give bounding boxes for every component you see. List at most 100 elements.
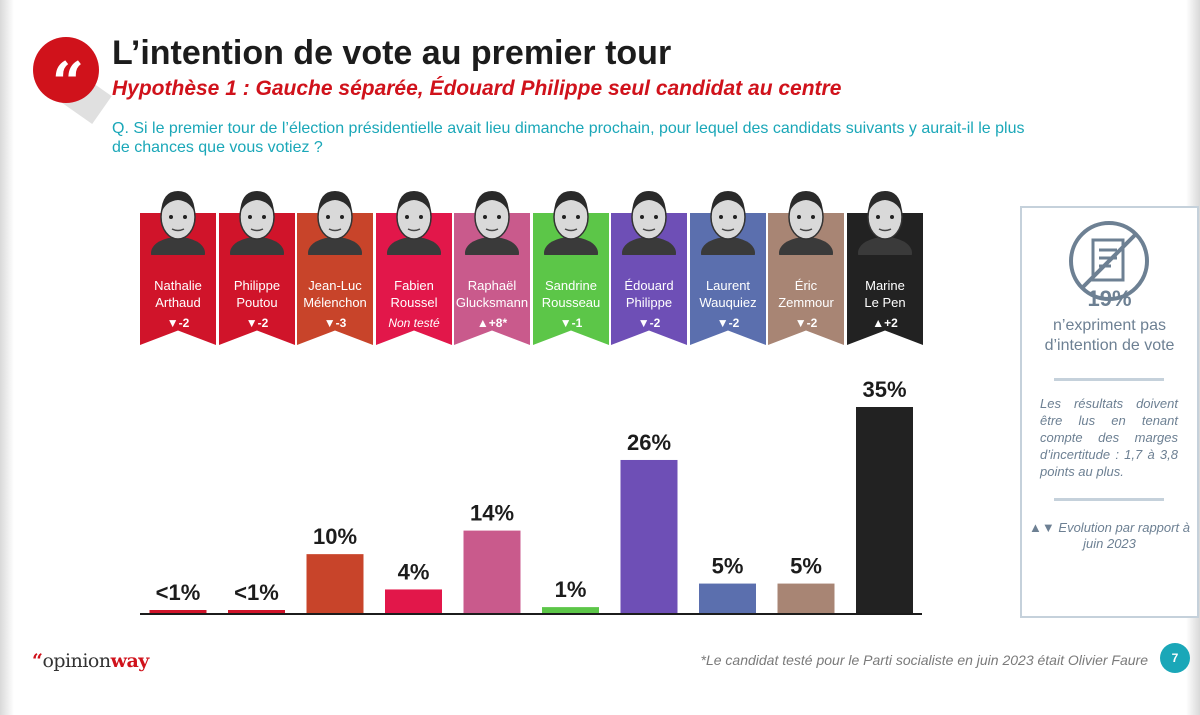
candidate-last-name: Arthaud xyxy=(155,295,201,310)
evolution-value: -2 xyxy=(649,316,661,330)
evolution-value: Non testé xyxy=(388,316,440,330)
bar-value-label: 5% xyxy=(790,554,822,579)
abstention-text: n’expriment pas d’intention de vote xyxy=(1044,317,1175,354)
arrow-down-icon: ▼ xyxy=(166,316,179,330)
evolution-value: +2 xyxy=(884,316,898,330)
evolution-arrows-icon: ▲▼ xyxy=(1029,520,1055,535)
candidate-card: Laurent Wauquiez ▼-2 xyxy=(690,183,766,345)
bar-value-label: 10% xyxy=(313,524,357,549)
candidate-last-name: Le Pen xyxy=(864,295,906,310)
bar-value-label: 4% xyxy=(398,559,430,584)
bar xyxy=(228,610,285,613)
divider xyxy=(1054,498,1164,501)
page-number: 7 xyxy=(1160,643,1190,673)
evolution-value: -2 xyxy=(728,316,740,330)
bar xyxy=(306,554,364,613)
bar-value-label: 5% xyxy=(712,554,744,579)
candidate-last-name: Zemmour xyxy=(778,295,834,310)
candidate-name: Marine Le Pen xyxy=(847,277,923,311)
candidate-card: Nathalie Arthaud ▼-2 xyxy=(140,183,216,345)
abstention-panel: 19% n’expriment pas d’intention de vote … xyxy=(1020,206,1199,618)
candidate-last-name: Mélenchon xyxy=(303,295,367,310)
candidate-evolution: ▼-1 xyxy=(533,316,609,330)
arrow-up-icon: ▲ xyxy=(872,316,885,330)
candidate-first-name: Nathalie xyxy=(154,278,202,293)
arrow-down-icon: ▼ xyxy=(245,316,258,330)
candidate-evolution: ▼-2 xyxy=(690,316,766,330)
arrow-down-icon: ▼ xyxy=(794,316,807,330)
evolution-value: -3 xyxy=(335,316,347,330)
candidate-first-name: Raphaël xyxy=(467,278,517,293)
candidate-card: Jean-Luc Mélenchon ▼-3 xyxy=(297,183,373,345)
candidate-evolution: ▼-2 xyxy=(219,316,295,330)
margin-note: Les résultats doivent être lus en tenant… xyxy=(1040,396,1178,479)
candidate-last-name: Wauquiez xyxy=(699,295,757,310)
candidate-name: Sandrine Rousseau xyxy=(533,277,609,311)
candidate-first-name: Laurent xyxy=(705,278,751,293)
candidate-last-name: Roussel xyxy=(390,295,438,310)
bar-value-label: 1% xyxy=(555,577,587,602)
candidate-name: Philippe Poutou xyxy=(219,277,295,311)
candidate-evolution: ▲+8* xyxy=(454,316,530,330)
evolution-value: -2 xyxy=(257,316,269,330)
arrow-down-icon: ▼ xyxy=(323,316,336,330)
arrow-down-icon: ▼ xyxy=(559,316,572,330)
divider xyxy=(1054,378,1164,381)
candidate-evolution: ▼-2 xyxy=(768,316,844,330)
candidate-name: Nathalie Arthaud xyxy=(140,277,216,311)
candidate-first-name: Édouard xyxy=(624,278,674,293)
page-edge-left xyxy=(0,0,14,715)
candidate-card: Sandrine Rousseau ▼-1 xyxy=(533,183,609,345)
evolution-value: +8* xyxy=(488,316,508,330)
arrow-down-icon: ▼ xyxy=(637,316,650,330)
evolution-value: -2 xyxy=(806,316,818,330)
opinionway-logo: “opinionway xyxy=(32,650,149,672)
candidate-first-name: Marine xyxy=(865,278,905,293)
candidate-first-name: Philippe xyxy=(233,278,281,293)
bar xyxy=(542,607,599,613)
bar xyxy=(385,589,442,613)
candidate-last-name: Rousseau xyxy=(541,295,601,310)
arrow-up-icon: ▲ xyxy=(476,316,489,330)
bar xyxy=(463,530,521,613)
candidate-first-name: Éric xyxy=(794,278,818,293)
quote-icon: “ xyxy=(33,37,99,116)
evolution-value: -1 xyxy=(571,316,583,330)
candidate-name: Laurent Wauquiez xyxy=(690,277,766,311)
candidate-card: Éric Zemmour ▼-2 xyxy=(768,183,844,345)
candidate-card: Philippe Poutou ▼-2 xyxy=(219,183,295,345)
bar xyxy=(149,610,207,613)
candidate-card: Raphaël Glucksmann ▲+8* xyxy=(454,183,530,345)
evolution-legend: ▲▼ Evolution par rapport à juin 2023 xyxy=(1022,520,1197,552)
candidate-name: Raphaël Glucksmann xyxy=(454,277,530,311)
candidate-card: Édouard Philippe ▼-2 xyxy=(611,183,687,345)
survey-question: Q. Si le premier tour de l’élection prés… xyxy=(112,120,1025,156)
evolution-legend-text: Evolution par rapport à juin 2023 xyxy=(1058,520,1190,551)
footnote: *Le candidat testé pour le Parti sociali… xyxy=(700,652,1148,668)
candidate-first-name: Jean-Luc xyxy=(308,278,362,293)
candidate-last-name: Poutou xyxy=(236,295,278,310)
abstention-percentage: 19% xyxy=(1087,286,1132,311)
bar-value-label: <1% xyxy=(156,580,201,605)
page-subtitle: Hypothèse 1 : Gauche séparée, Édouard Ph… xyxy=(112,77,842,100)
candidate-name: Édouard Philippe xyxy=(611,277,687,311)
bar xyxy=(856,407,913,613)
candidate-last-name: Philippe xyxy=(625,295,673,310)
candidate-evolution: ▼-2 xyxy=(611,316,687,330)
bar-value-label: 14% xyxy=(470,501,514,526)
candidate-evolution: ▼-2 xyxy=(140,316,216,330)
candidate-card: Marine Le Pen ▲+2 xyxy=(847,183,923,345)
bar-value-label: 35% xyxy=(862,377,906,402)
candidate-name: Fabien Roussel xyxy=(376,277,452,311)
bar xyxy=(777,583,835,613)
candidate-evolution: Non testé xyxy=(376,316,452,330)
candidate-first-name: Fabien xyxy=(394,278,434,293)
bar xyxy=(620,459,678,613)
bar-value-label: 26% xyxy=(627,430,671,455)
bar-value-label: <1% xyxy=(234,580,279,605)
page-title: L’intention de vote au premier tour xyxy=(112,34,672,72)
candidate-evolution: ▲+2 xyxy=(847,316,923,330)
evolution-value: -2 xyxy=(178,316,190,330)
candidate-last-name: Glucksmann xyxy=(455,295,529,310)
